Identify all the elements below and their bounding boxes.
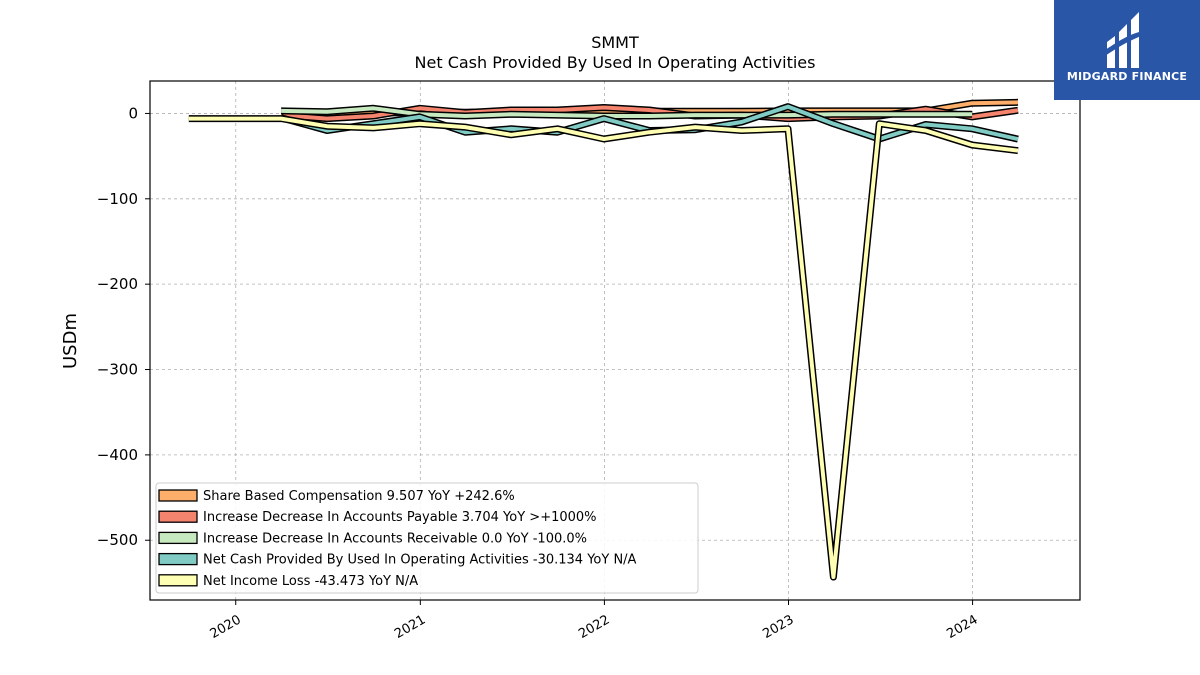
chart-subtitle: Net Cash Provided By Used In Operating A… <box>415 53 816 72</box>
plot-frame <box>149 80 1081 601</box>
y-tick-label: −200 <box>97 275 138 293</box>
legend: Share Based Compensation 9.507 YoY +242.… <box>155 482 699 594</box>
series-2 <box>281 104 973 120</box>
y-tick-label: −500 <box>97 531 138 549</box>
legend-swatch <box>158 510 198 523</box>
chart-title: SMMT <box>591 33 639 52</box>
series-line <box>188 116 1019 579</box>
series-lines <box>188 98 1019 581</box>
x-tick-label: 2023 <box>760 612 796 642</box>
y-axis: 0 −100 −200 −300 −400 −500 <box>97 104 150 549</box>
y-tick-label: −400 <box>97 446 138 464</box>
legend-entry-label: Net Cash Provided By Used In Operating A… <box>203 553 637 568</box>
legend-box <box>155 482 699 594</box>
x-tick-label: 2020 <box>208 612 244 642</box>
brand-logo-icon <box>1105 12 1147 68</box>
y-tick-label: −100 <box>97 190 138 208</box>
x-tick-label: 2022 <box>576 612 612 642</box>
y-tick-label: 0 <box>128 104 138 122</box>
brand-name: MIDGARD FINANCE <box>1066 70 1188 83</box>
legend-swatch <box>158 489 198 502</box>
legend-swatch <box>158 552 198 566</box>
legend-swatch <box>158 574 198 587</box>
x-tick-label: 2024 <box>944 612 980 642</box>
y-tick-label: −300 <box>97 361 138 379</box>
brand-logo: MIDGARD FINANCE <box>1054 0 1200 100</box>
legend-entry-label: Share Based Compensation 9.507 YoY +242.… <box>203 489 515 504</box>
legend-entry-label: Net Income Loss -43.473 YoY N/A <box>203 574 418 589</box>
series-line <box>281 106 973 118</box>
legend-swatch <box>158 531 198 545</box>
y-axis-label: USDm <box>60 313 81 369</box>
legend-entry-label: Increase Decrease In Accounts Payable 3.… <box>203 510 597 525</box>
grid-lines <box>150 81 1080 600</box>
chart-title-group: SMMT Net Cash Provided By Used In Operat… <box>415 33 816 72</box>
x-tick-label: 2021 <box>392 612 428 642</box>
series-4 <box>188 115 1019 581</box>
x-axis: 2020 2021 2022 2023 2024 <box>208 600 981 642</box>
legend-entry-label: Increase Decrease In Accounts Receivable… <box>203 531 587 546</box>
